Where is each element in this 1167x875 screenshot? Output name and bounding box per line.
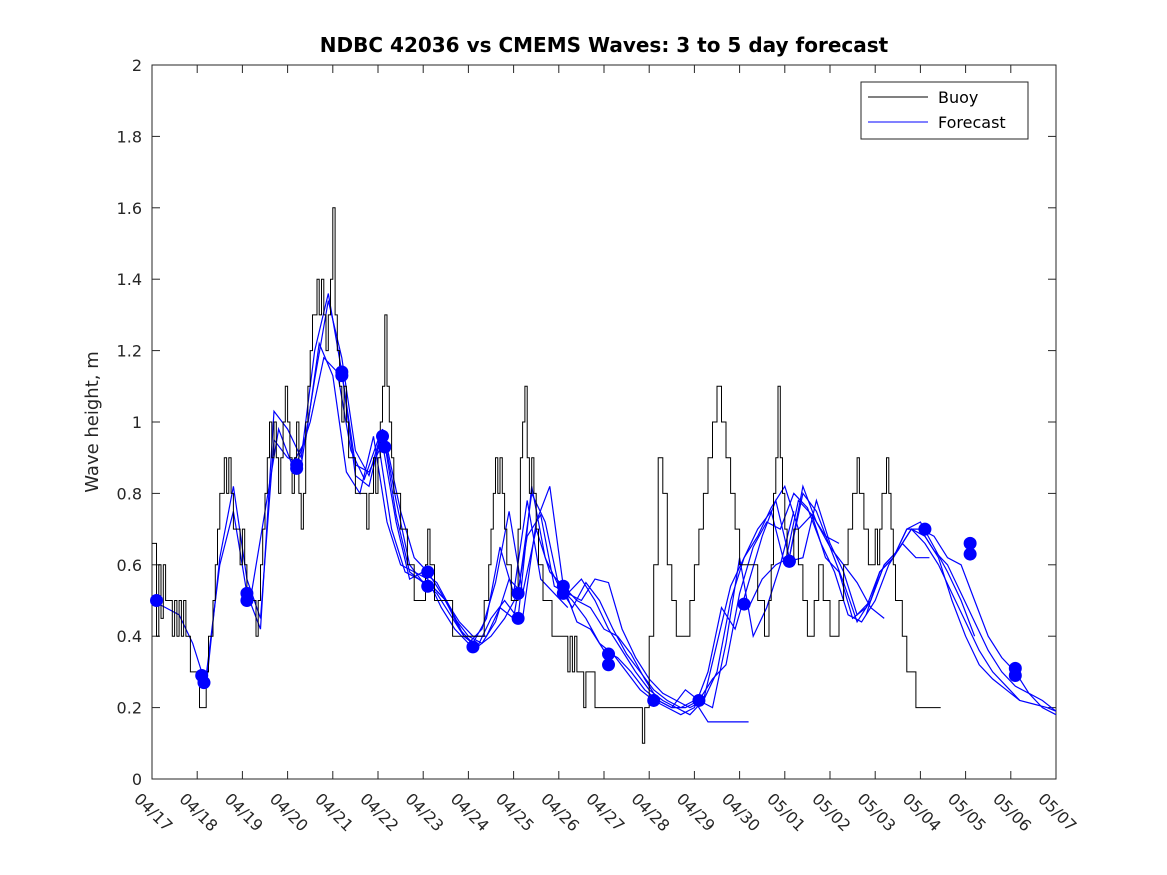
- forecast-marker: [150, 594, 164, 607]
- x-tick-label: 05/07: [1034, 789, 1080, 835]
- forecast-series-line: [748, 491, 1021, 701]
- x-tick-label: 05/06: [989, 789, 1035, 835]
- forecast-marker: [556, 586, 570, 600]
- forecast-marker: [290, 461, 304, 475]
- forecast-marker: [197, 676, 211, 690]
- forecast-marker: [1008, 668, 1022, 682]
- y-tick-label: 1.8: [117, 127, 142, 146]
- x-tick-label: 04/23: [402, 789, 448, 835]
- y-tick-label: 0.2: [117, 699, 142, 718]
- x-tick-label: 04/25: [492, 789, 538, 835]
- forecast-marker: [466, 640, 480, 654]
- x-tick-label: 05/03: [854, 789, 900, 835]
- forecast-marker: [602, 658, 616, 672]
- y-tick-label: 0.8: [117, 484, 142, 503]
- forecast-marker: [421, 565, 435, 579]
- forecast-marker: [918, 522, 932, 536]
- forecast-marker: [692, 693, 706, 707]
- x-tick-label: 04/26: [537, 789, 583, 835]
- x-tick-label: 04/19: [221, 789, 267, 835]
- forecast-marker: [737, 597, 751, 611]
- forecast-series-line: [702, 484, 976, 701]
- forecast-marker: [421, 579, 435, 593]
- x-tick-label: 05/04: [899, 789, 945, 835]
- forecast-marker: [782, 554, 796, 568]
- x-tick-label: 04/20: [266, 789, 312, 835]
- x-tick-label: 04/27: [582, 789, 628, 835]
- forecast-series-line: [431, 513, 704, 716]
- x-tick-label: 05/01: [763, 789, 809, 835]
- forecast-marker: [376, 429, 390, 443]
- forecast-series-line: [789, 498, 1057, 712]
- x-tick-label: 04/29: [673, 789, 719, 835]
- forecast-marker: [511, 611, 525, 625]
- forecast-marker: [335, 369, 349, 383]
- x-tick-label: 04/22: [356, 789, 402, 835]
- forecast-series-line: [920, 528, 1057, 712]
- forecast-marker: [240, 594, 254, 607]
- y-tick-label: 0.4: [117, 627, 142, 646]
- forecast-marker: [511, 586, 525, 600]
- y-tick-label: 1: [132, 413, 142, 432]
- y-tick-label: 1.2: [117, 342, 142, 361]
- x-tick-label: 05/05: [944, 789, 990, 835]
- chart-title: NDBC 42036 vs CMEMS Waves: 3 to 5 day fo…: [320, 33, 889, 57]
- y-tick-label: 1.6: [117, 199, 142, 218]
- forecast-series-line: [205, 293, 478, 676]
- forecast-marker: [647, 693, 661, 707]
- x-tick-label: 04/28: [628, 789, 674, 835]
- y-tick-label: 1.4: [117, 270, 142, 289]
- x-tick-label: 05/02: [808, 789, 854, 835]
- forecast-series-line: [657, 492, 930, 709]
- forecast-marker: [602, 647, 616, 661]
- legend-buoy-label: Buoy: [938, 88, 978, 107]
- x-tick-label: 04/18: [176, 789, 222, 835]
- y-tick-label: 0.6: [117, 556, 142, 575]
- forecast-marker: [963, 536, 977, 550]
- x-tick-label: 04/21: [311, 789, 357, 835]
- forecast-marker: [963, 547, 977, 561]
- x-tick-label: 04/30: [718, 789, 764, 835]
- y-axis-label: Wave height, m: [82, 351, 103, 492]
- forecast-series-line: [151, 300, 424, 687]
- buoy-series-line: [152, 207, 941, 744]
- x-tick-label: 04/17: [130, 789, 176, 835]
- forecast-marker: [378, 440, 392, 454]
- y-tick-label: 2: [132, 56, 142, 75]
- legend-box: [860, 81, 1029, 140]
- forecast-series-line: [477, 491, 749, 723]
- legend: Buoy Forecast: [860, 81, 1029, 140]
- x-tick-label: 04/24: [447, 789, 493, 835]
- y-tick-label: 0: [132, 770, 142, 789]
- forecast-series-line: [865, 528, 1057, 716]
- legend-forecast-label: Forecast: [938, 113, 1006, 132]
